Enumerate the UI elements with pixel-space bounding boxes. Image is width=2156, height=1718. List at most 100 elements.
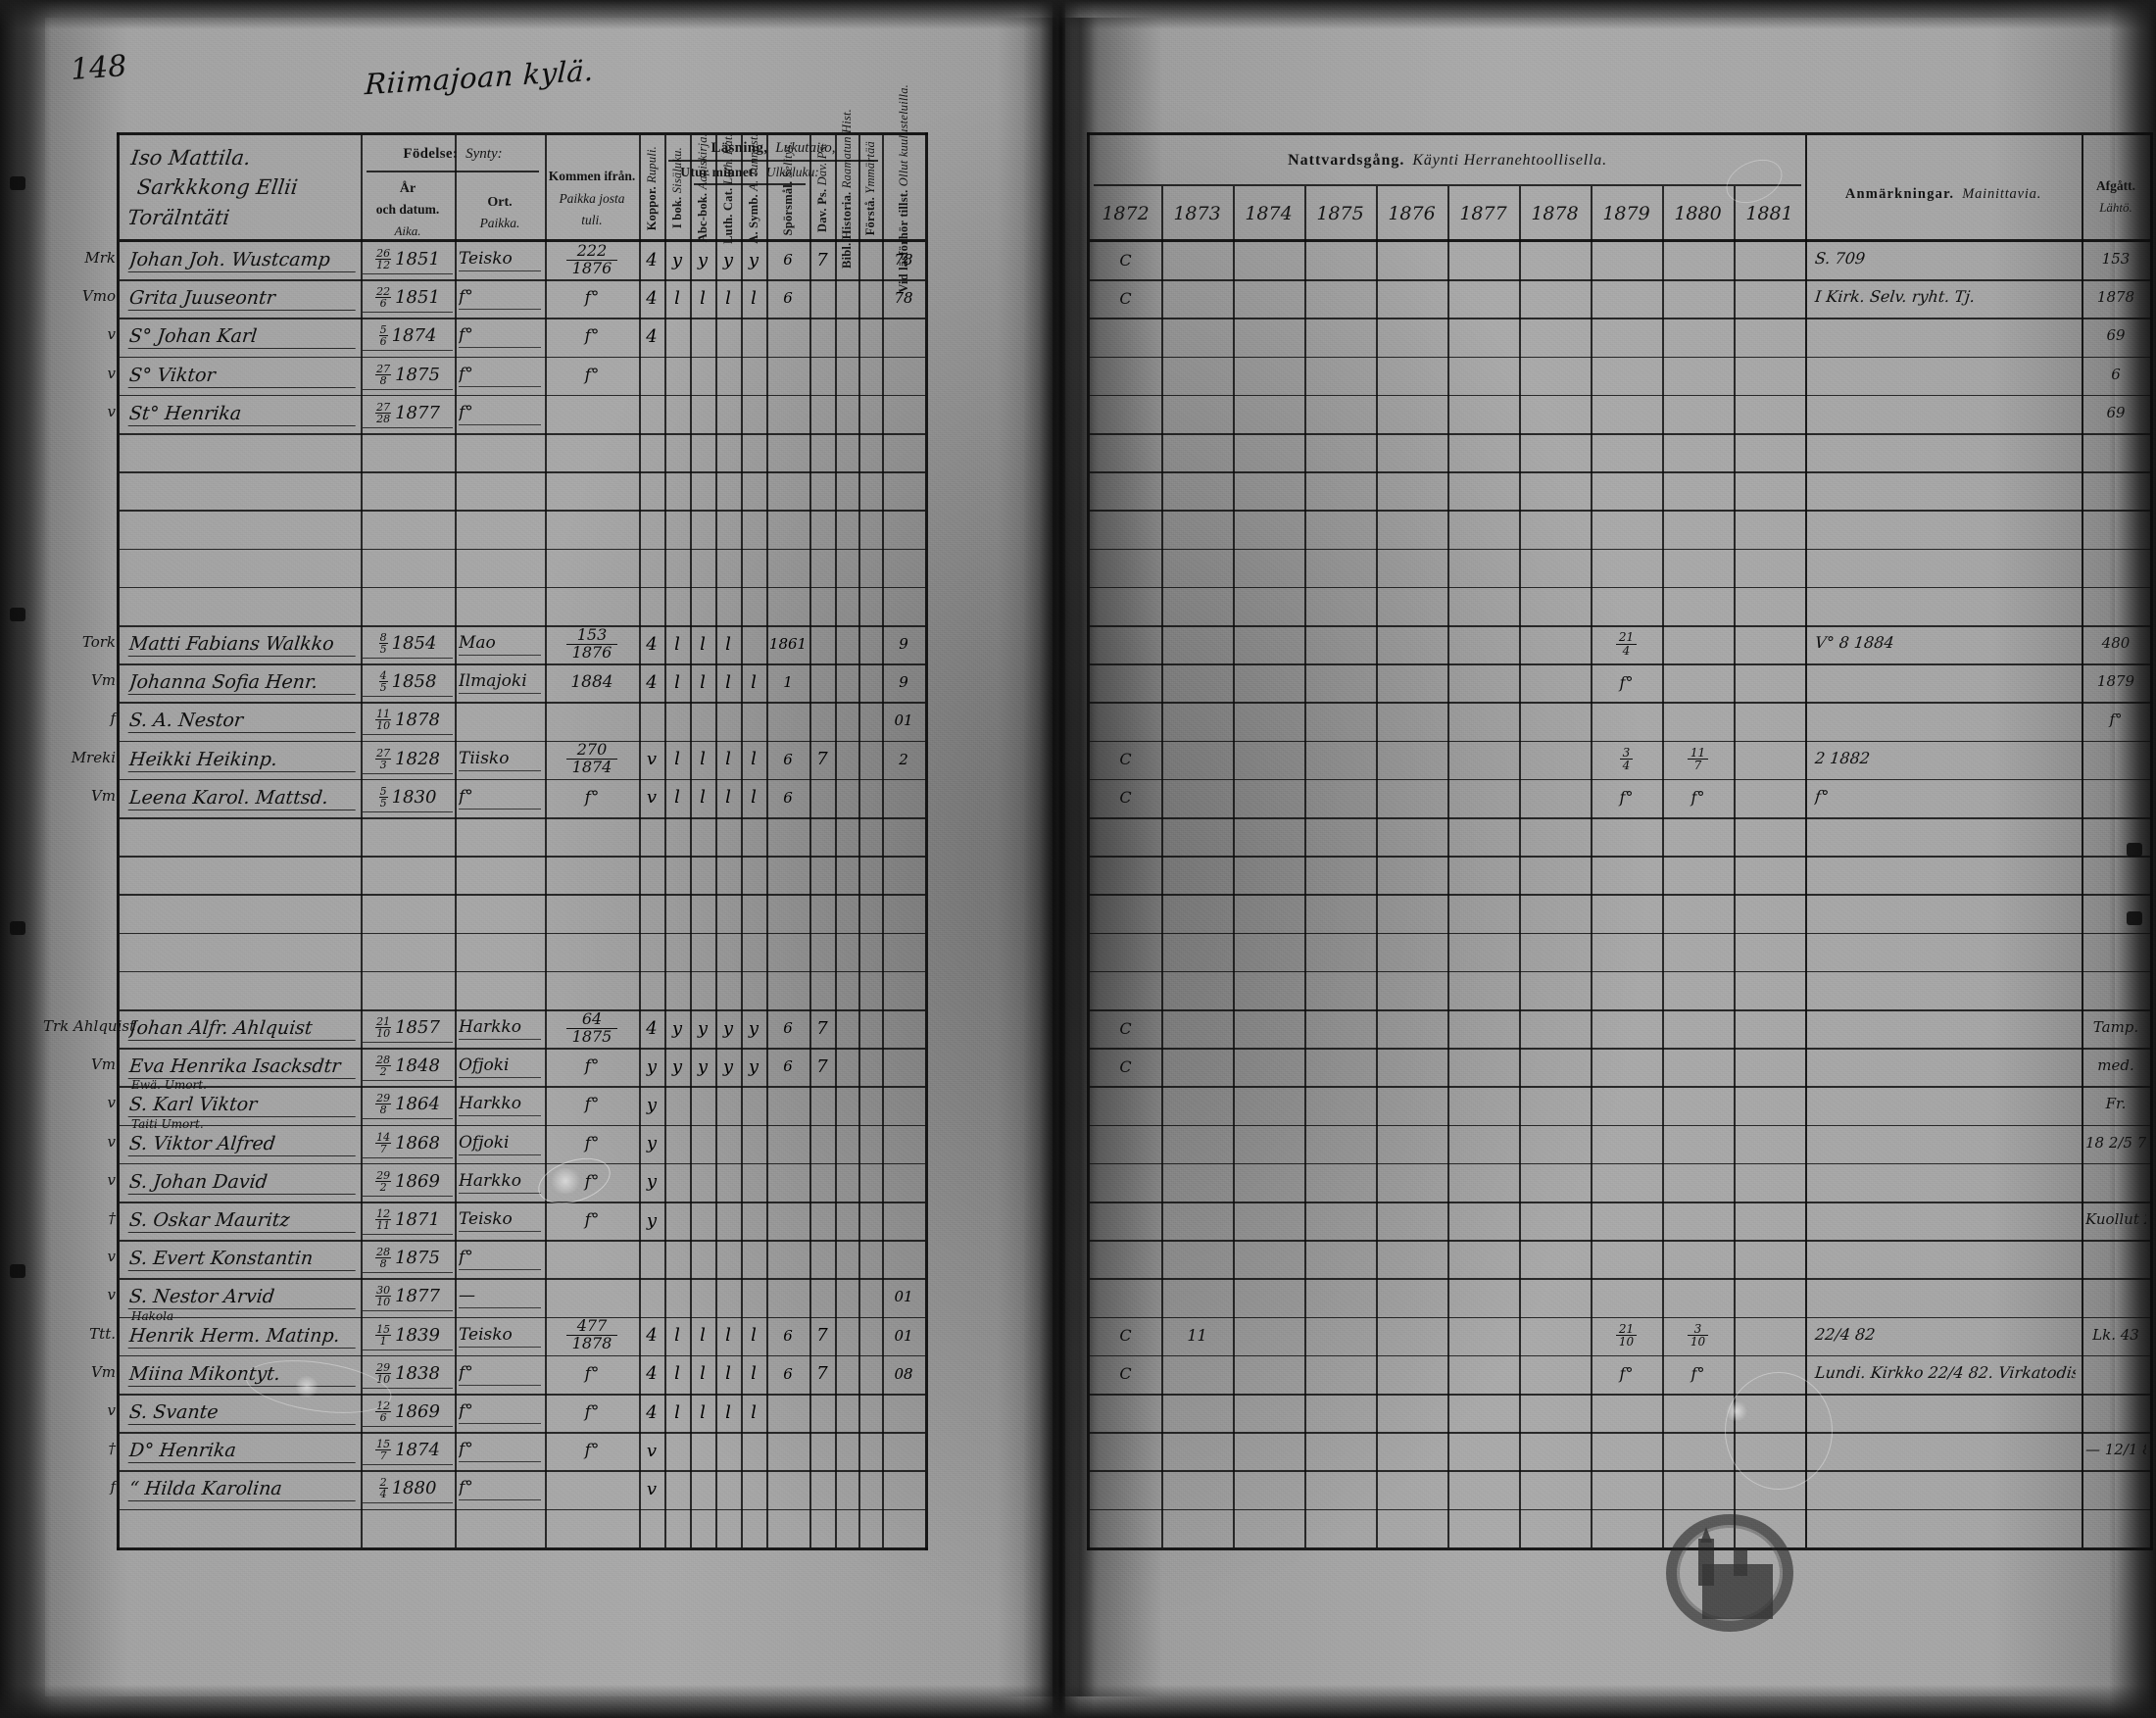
right-row-rule [1090, 894, 2150, 896]
birth-place-header: Ort. Paikka. [479, 194, 520, 230]
right-row-rule [1090, 625, 2150, 627]
abc-book-mark: l [700, 671, 706, 693]
person-name: D° Henrika [127, 1438, 359, 1464]
year-column-separator [1304, 186, 1306, 1547]
row-marker: v [107, 1132, 116, 1151]
birth-place-value: f° [459, 1399, 541, 1424]
birth-place-value: f° [459, 1437, 541, 1463]
right-row-rule [1090, 1048, 2150, 1050]
communion-mark: 11 7 [1662, 745, 1734, 774]
afgatt-value: 69 [2106, 326, 2126, 345]
row-rule [120, 1394, 925, 1396]
smallpox-mark: 4 [646, 1401, 658, 1423]
smallpox-mark: 4 [646, 633, 658, 655]
afgatt-value: 1878 [2096, 288, 2135, 307]
header-bottom-rule [120, 239, 925, 242]
inner-reading-mark: y [671, 1017, 683, 1039]
moved-from-value: 270 1874 [549, 741, 635, 775]
bottom-edge-shadow [0, 1685, 2156, 1718]
row-marker: v [107, 1170, 116, 1189]
right-row-rule [1090, 433, 2150, 435]
name-heading-line3: Torälntäti [125, 206, 231, 230]
smallpox-mark: 4 [646, 325, 658, 347]
year-header: 1874 [1245, 203, 1293, 224]
communion-mark: C [1119, 1326, 1132, 1346]
row-rule [120, 778, 925, 781]
row-rule [120, 433, 925, 435]
row-marker: Trk Ahlquist [43, 1017, 136, 1035]
row-rule [120, 1124, 925, 1127]
birth-date: 21 10 1857 [363, 1013, 453, 1043]
right-row-rule [1090, 279, 2150, 281]
birth-place-value: Teisko [459, 246, 541, 271]
communion-mark: C [1119, 1056, 1132, 1076]
luther-catechism-mark: l [725, 749, 731, 770]
moved-from-value: 153 1876 [549, 626, 635, 660]
symbol-mark: l [751, 1363, 757, 1385]
afgatt-value: med. [2097, 1056, 2134, 1075]
luther-catechism-mark: l [725, 787, 731, 809]
birth-year: 1851 [395, 287, 440, 309]
smallpox-mark: 4 [646, 1363, 658, 1385]
birth-day-month: 27 28 [375, 400, 392, 425]
attended-exam-header: Vid läsförhör tillst. Ollut kuulusteluil… [896, 83, 910, 293]
birth-day-month: 29 2 [375, 1168, 392, 1194]
moved-from-value: f° [584, 326, 600, 347]
right-table-border-left [1087, 132, 1091, 1550]
smallpox-mark: v [646, 749, 658, 770]
questions-mark: 1861 [768, 635, 808, 653]
right-row-rule [1090, 318, 2150, 319]
right-row-rule [1090, 1240, 2150, 1242]
note-value: f° [1814, 786, 1830, 806]
birth-day-month: 27 3 [375, 746, 392, 771]
birth-place-value: f° [459, 400, 541, 425]
person-name: S. Oskar Mauritz [127, 1207, 359, 1233]
column-separator [858, 135, 860, 1547]
right-row-rule [1090, 778, 2150, 781]
note-value: Lundi. Kirkko 22/4 82. Virkatodistus [1814, 1362, 2078, 1382]
moved-from-header: Kommen ifrån. Paikka josta tuli. [548, 169, 636, 228]
film-registration-mark [2127, 843, 2142, 857]
smallpox-mark: y [646, 1209, 658, 1231]
row-rule [120, 702, 925, 704]
birth-year: 1868 [395, 1132, 440, 1154]
birth-year: 1858 [391, 671, 437, 693]
birth-year: 1874 [395, 1440, 440, 1461]
name-heading-line2: Sarkkkong Ellii [135, 175, 300, 200]
smallpox-mark: 4 [646, 671, 658, 693]
row-marker: Tork [81, 633, 116, 651]
smallpox-mark: y [646, 1133, 658, 1154]
row-marker: v [107, 325, 116, 344]
inner-reading-mark: l [674, 671, 680, 693]
right-row-rule [1090, 1202, 2150, 1203]
row-rule [120, 1316, 925, 1319]
afgatt-value: — 12/1 80 [2085, 1441, 2146, 1459]
column-separator [639, 135, 641, 1547]
questions-mark: 6 [783, 251, 793, 269]
attended-exam-mark: 08 [894, 1364, 913, 1383]
birth-date: 22 6 1851 [363, 283, 453, 314]
row-rule [120, 1354, 925, 1357]
communion-mark: C [1119, 250, 1132, 270]
david-psalms-mark: 7 [816, 1325, 828, 1347]
afgatt-value: 69 [2106, 403, 2126, 421]
birth-date: 27 28 1877 [363, 399, 453, 428]
person-name: Johanna Sofia Henr. [127, 669, 359, 696]
communion-mark: 11 [1187, 1326, 1207, 1346]
table-border-bottom [117, 1546, 928, 1551]
table-border-left [117, 132, 121, 1550]
year-column-separator [1734, 186, 1736, 1547]
birth-year: 1869 [395, 1170, 440, 1192]
column-separator [835, 135, 837, 1547]
table-border-right [925, 132, 929, 1550]
birth-place-value: f° [459, 362, 541, 387]
smallpox-mark: v [646, 1440, 658, 1461]
birth-place-value: f° [459, 1475, 541, 1501]
row-rule [120, 1470, 925, 1472]
communion-mark: f° [1690, 1364, 1705, 1384]
right-row-rule [1090, 1432, 2150, 1434]
